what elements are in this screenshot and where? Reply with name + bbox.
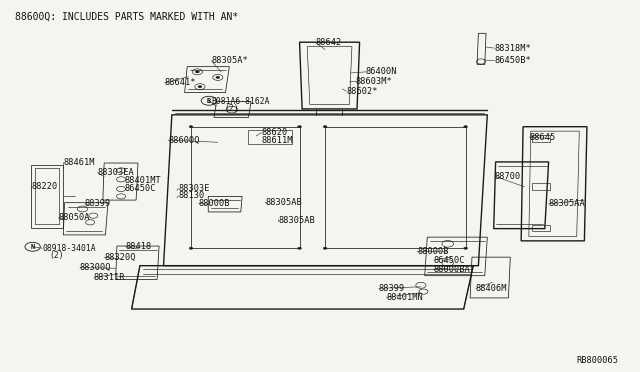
Text: 88645: 88645 <box>529 132 556 142</box>
Circle shape <box>189 247 193 249</box>
Circle shape <box>464 126 467 128</box>
Text: 88461M: 88461M <box>63 158 95 167</box>
Circle shape <box>189 126 193 128</box>
Text: 88220: 88220 <box>31 182 58 191</box>
Circle shape <box>298 247 301 249</box>
Text: 88611M: 88611M <box>261 135 292 145</box>
Text: B: B <box>207 98 211 104</box>
Text: 88399: 88399 <box>379 284 405 293</box>
Text: 88050A: 88050A <box>58 214 90 222</box>
Text: RB800065: RB800065 <box>577 356 619 365</box>
Bar <box>532 135 550 141</box>
Text: 88300Q: 88300Q <box>80 263 111 272</box>
Text: 88620: 88620 <box>261 128 287 137</box>
Text: 88303E: 88303E <box>178 184 210 193</box>
Circle shape <box>323 126 327 128</box>
Text: 88642: 88642 <box>316 38 342 47</box>
Text: 86450B*: 86450B* <box>494 56 531 65</box>
Text: 88130: 88130 <box>178 191 204 200</box>
Text: 88305AB: 88305AB <box>278 217 316 225</box>
Text: 88600Q: INCLUDES PARTS MARKED WITH AN*: 88600Q: INCLUDES PARTS MARKED WITH AN* <box>15 11 238 21</box>
Text: 88641*: 88641* <box>165 78 196 87</box>
Bar <box>532 225 550 231</box>
Text: 88320Q: 88320Q <box>104 253 136 262</box>
Text: 88602*: 88602* <box>346 87 378 96</box>
Text: 08918-3401A: 08918-3401A <box>42 244 96 253</box>
Bar <box>532 183 550 190</box>
Text: 86450C: 86450C <box>434 256 465 264</box>
Text: (2): (2) <box>224 105 239 113</box>
Text: 88318M*: 88318M* <box>494 44 531 52</box>
Text: 88406M: 88406M <box>476 284 508 293</box>
Text: 88603M*: 88603M* <box>356 77 392 86</box>
Circle shape <box>195 71 199 73</box>
Circle shape <box>298 126 301 128</box>
Text: 88311R: 88311R <box>94 273 125 282</box>
Text: (2): (2) <box>49 251 64 260</box>
Text: 88401MT: 88401MT <box>125 176 161 185</box>
Text: B081A6-8162A: B081A6-8162A <box>211 97 270 106</box>
Circle shape <box>323 247 327 249</box>
Circle shape <box>216 76 220 78</box>
Text: 88303EA: 88303EA <box>98 168 134 177</box>
Text: 88000B: 88000B <box>198 199 230 208</box>
Circle shape <box>198 86 202 88</box>
Text: N: N <box>31 244 35 250</box>
Text: 88399: 88399 <box>85 199 111 208</box>
Text: 88401MN: 88401MN <box>387 293 423 302</box>
Text: 88305AA: 88305AA <box>548 199 586 208</box>
Text: 88418: 88418 <box>126 242 152 251</box>
Text: 88700: 88700 <box>495 172 521 181</box>
Text: 88000B: 88000B <box>417 247 449 256</box>
Text: 86450C: 86450C <box>125 184 156 193</box>
Text: 86400N: 86400N <box>366 67 397 76</box>
Circle shape <box>464 247 467 249</box>
Text: 88305AB: 88305AB <box>265 198 302 207</box>
Text: 88000BA: 88000BA <box>434 264 470 273</box>
Text: 88600Q: 88600Q <box>168 135 200 145</box>
Text: 88305A*: 88305A* <box>211 56 248 65</box>
